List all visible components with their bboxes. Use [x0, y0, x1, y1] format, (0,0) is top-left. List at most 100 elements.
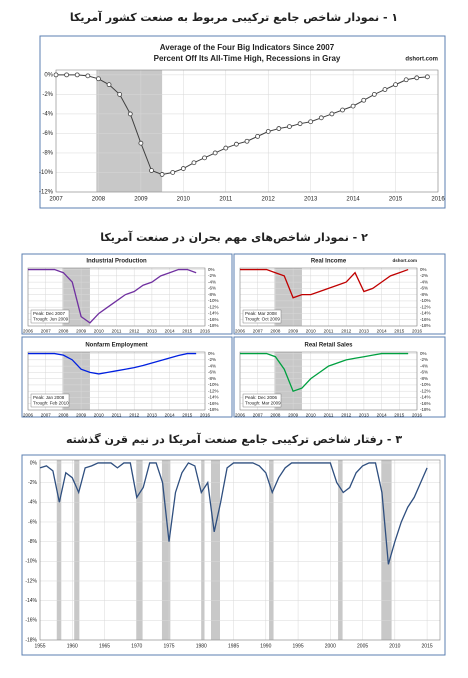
chart-title: Real Retail Sales — [304, 343, 353, 349]
data-point — [318, 115, 324, 121]
chart-title: Average of the Four Big Indicators Since… — [160, 43, 335, 52]
x-tick-label: 2012 — [129, 413, 140, 418]
x-tick-label: 2008 — [270, 329, 281, 334]
note: Peak: Jan 2008 — [33, 395, 65, 400]
y-tick-label: -8% — [42, 151, 53, 157]
x-tick-label: 2012 — [129, 329, 140, 334]
data-point — [361, 97, 367, 103]
x-tick-label: 2014 — [346, 197, 360, 203]
y-tick-label: -8% — [208, 292, 216, 297]
data-point — [202, 155, 207, 161]
y-tick-label: -12% — [39, 190, 54, 196]
data-point — [414, 75, 420, 81]
y-tick-label: 0% — [208, 267, 215, 272]
x-tick-label: 2010 — [94, 413, 105, 418]
data-point — [191, 160, 197, 166]
y-tick-label: -12% — [208, 388, 219, 393]
data-point — [233, 141, 239, 147]
x-tick-label: 1985 — [228, 643, 239, 649]
source: dshort.com — [405, 57, 438, 63]
y-tick-label: -10% — [25, 559, 37, 565]
x-tick-label: 2011 — [324, 413, 334, 418]
data-point — [403, 77, 409, 83]
data-line — [28, 352, 197, 375]
y-tick-label: -4% — [420, 279, 428, 284]
x-tick-label: 2011 — [112, 329, 122, 334]
data-point — [393, 82, 398, 88]
note: Peak: Dec 2007 — [33, 311, 66, 316]
y-tick-label: -14% — [420, 395, 431, 400]
chart-title: Nonfarm Employment — [85, 343, 147, 349]
y-tick-label: -16% — [208, 317, 219, 322]
recession-band — [381, 460, 392, 640]
y-tick-label: -18% — [208, 323, 219, 328]
data-point — [170, 170, 176, 175]
data-point — [371, 92, 377, 97]
y-tick-label: -18% — [208, 407, 219, 412]
data-point — [85, 73, 91, 79]
recession-band — [161, 460, 171, 640]
x-tick-label: 2014 — [165, 329, 176, 334]
x-tick-label: 2015 — [182, 413, 193, 418]
data-point — [138, 140, 144, 146]
data-point — [308, 119, 314, 125]
data-point — [297, 121, 303, 127]
plot-border — [27, 267, 206, 327]
x-tick-label: 1960 — [67, 643, 78, 649]
data-point — [117, 92, 123, 97]
y-tick-label: -8% — [28, 539, 37, 545]
note-box — [30, 393, 70, 408]
note: Peak: Mar 2008 — [245, 311, 277, 316]
data-point — [223, 145, 229, 151]
x-tick-label: 2009 — [288, 413, 299, 418]
heading: ۳ - رفتار شاخص ترکیبی جامع صنعت آمریکا د… — [66, 432, 402, 446]
y-tick-label: 0% — [44, 72, 53, 78]
data-point — [159, 172, 165, 177]
note-box — [242, 309, 282, 324]
data-line — [240, 352, 409, 393]
x-tick-label: 2006 — [23, 329, 34, 334]
x-tick-label: 1995 — [293, 643, 304, 649]
y-tick-label: -6% — [420, 370, 428, 375]
y-tick-label: -16% — [420, 401, 431, 406]
x-tick-label: 2007 — [41, 413, 52, 418]
x-tick-label: 2015 — [182, 329, 193, 334]
data-point — [96, 76, 101, 82]
data-point — [340, 107, 345, 113]
x-tick-label: 2013 — [147, 413, 158, 418]
y-tick-label: -6% — [208, 370, 216, 375]
data-point — [106, 82, 112, 88]
recession-band — [269, 460, 274, 640]
plot-border — [239, 351, 418, 411]
y-tick-label: -16% — [420, 317, 431, 322]
y-tick-label: -2% — [208, 273, 216, 278]
x-tick-label: 2013 — [304, 197, 318, 203]
note: Trough: Mar 2009 — [245, 400, 281, 405]
y-tick-label: -14% — [25, 598, 37, 604]
note: Trough: Feb 2010 — [33, 400, 69, 405]
data-point — [53, 72, 59, 78]
source: dshort.com — [392, 258, 417, 263]
x-tick-label: 2015 — [394, 329, 405, 334]
data-line — [240, 268, 409, 299]
data-point — [276, 126, 282, 131]
x-tick-label: 2007 — [49, 197, 63, 203]
note: Trough: Oct 2009 — [245, 316, 280, 321]
data-point — [64, 72, 70, 78]
x-tick-label: 2009 — [76, 329, 87, 334]
chart-subtitle: Percent Off Its All-Time High, Recession… — [154, 54, 341, 63]
y-tick-label: -18% — [420, 323, 431, 328]
x-tick-label: 2009 — [134, 197, 148, 203]
data-point — [212, 150, 218, 156]
y-tick-label: -12% — [208, 304, 219, 309]
y-tick-label: -4% — [208, 363, 216, 368]
y-tick-label: -4% — [28, 500, 37, 506]
data-point — [255, 133, 261, 139]
x-tick-label: 2008 — [58, 413, 69, 418]
x-tick-label: 2007 — [253, 329, 264, 334]
data-point — [329, 111, 335, 117]
plot-border — [27, 351, 206, 411]
note: Trough: Jun 2009 — [33, 316, 69, 321]
x-tick-label: 2008 — [92, 197, 106, 203]
data-line — [39, 462, 428, 565]
